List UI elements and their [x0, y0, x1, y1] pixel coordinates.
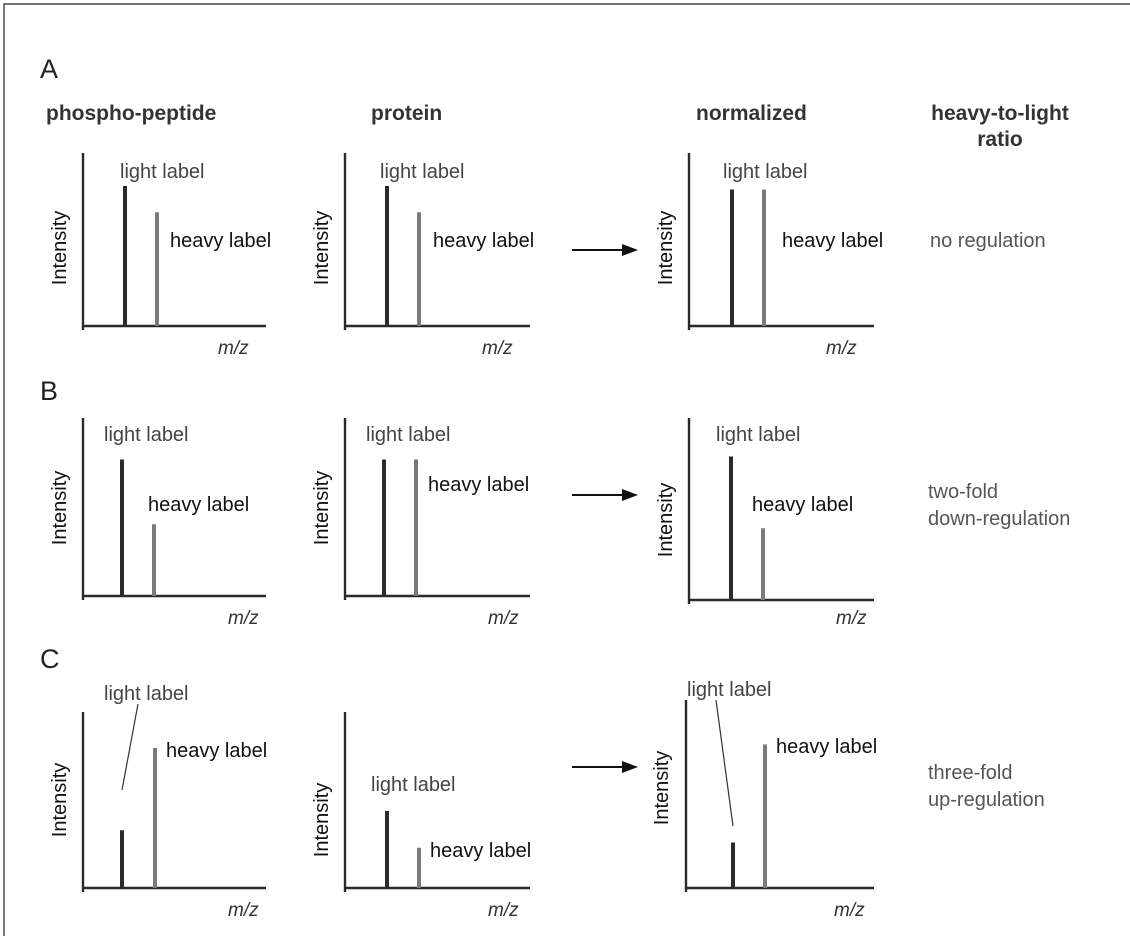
arrow-c	[572, 761, 638, 773]
figure-frame	[3, 3, 1130, 936]
plot-c-normalized: Intensity light label heavy label m/z	[651, 679, 877, 921]
heavy-label: heavy label	[170, 230, 271, 252]
axes	[81, 153, 266, 330]
y-axis-label: Intensity	[311, 471, 333, 545]
y-axis-label: Intensity	[655, 211, 677, 285]
header-protein: protein	[371, 102, 442, 125]
y-axis-label: Intensity	[49, 471, 71, 545]
x-axis-label: m/z	[826, 338, 857, 359]
axes	[343, 712, 530, 892]
plot-a-normalized: Intensity light label heavy label m/z	[655, 153, 883, 359]
result-c-line2: up-regulation	[928, 789, 1045, 811]
panel-c: C Intensity light label heavy label m/z …	[40, 644, 1045, 921]
light-label: light label	[687, 679, 772, 701]
header-phospho-peptide: phospho-peptide	[46, 102, 216, 125]
light-label: light label	[104, 424, 189, 446]
y-axis-label: Intensity	[311, 783, 333, 857]
heavy-label: heavy label	[428, 474, 529, 496]
panel-letter-c: C	[40, 644, 60, 674]
panel-letter-b: B	[40, 376, 58, 406]
light-label: light label	[380, 161, 465, 183]
heavy-label: heavy label	[776, 736, 877, 758]
y-axis-label: Intensity	[655, 483, 677, 557]
arrow-a	[572, 244, 638, 256]
header-ratio-line2: ratio	[977, 128, 1023, 151]
x-axis-label: m/z	[488, 900, 519, 921]
light-label: light label	[723, 161, 808, 183]
x-axis-label: m/z	[218, 338, 249, 359]
arrow-b	[572, 489, 638, 501]
panel-a: A Intensity light label heavy label m/z …	[40, 54, 1046, 359]
plot-c-protein: Intensity light label heavy label m/z	[311, 712, 531, 921]
heavy-label: heavy label	[752, 494, 853, 516]
heavy-label: heavy label	[433, 230, 534, 252]
result-b-line1: two-fold	[928, 481, 998, 503]
axes	[81, 418, 266, 600]
y-axis-label: Intensity	[651, 751, 673, 825]
result-c-line1: three-fold	[928, 762, 1013, 784]
heavy-label: heavy label	[166, 740, 267, 762]
plot-b-phospho-peptide: Intensity light label heavy label m/z	[49, 418, 266, 629]
y-axis-label: Intensity	[49, 211, 71, 285]
light-label: light label	[120, 161, 205, 183]
x-axis-label: m/z	[836, 608, 867, 629]
heavy-label: heavy label	[782, 230, 883, 252]
axes	[684, 700, 874, 892]
panel-letter-a: A	[40, 54, 58, 84]
x-axis-label: m/z	[834, 900, 865, 921]
light-label: light label	[716, 424, 801, 446]
heavy-label: heavy label	[148, 494, 249, 516]
panel-b: B Intensity light label heavy label m/z …	[40, 376, 1070, 629]
result-b-line2: down-regulation	[928, 508, 1070, 530]
header-normalized: normalized	[696, 102, 807, 125]
result-a-line1: no regulation	[930, 230, 1046, 252]
x-axis-label: m/z	[488, 608, 519, 629]
light-label: light label	[104, 683, 189, 705]
header-ratio-line1: heavy-to-light	[931, 102, 1069, 125]
axes	[687, 418, 874, 604]
axes	[687, 153, 874, 330]
plot-b-protein: Intensity light label heavy label m/z	[311, 418, 530, 629]
axes	[81, 712, 266, 892]
y-axis-label: Intensity	[49, 763, 71, 837]
y-axis-label: Intensity	[311, 211, 333, 285]
x-axis-label: m/z	[228, 900, 259, 921]
x-axis-label: m/z	[228, 608, 259, 629]
plot-b-normalized: Intensity light label heavy label m/z	[655, 418, 874, 629]
light-label: light label	[366, 424, 451, 446]
axes	[343, 153, 530, 330]
light-label: light label	[371, 774, 456, 796]
plot-a-phospho-peptide: Intensity light label heavy label m/z	[49, 153, 271, 359]
light-label-leader	[121, 703, 139, 791]
light-label-leader	[715, 699, 734, 827]
x-axis-label: m/z	[482, 338, 513, 359]
heavy-label: heavy label	[430, 840, 531, 862]
axes	[343, 418, 530, 600]
plot-a-protein: Intensity light label heavy label m/z	[311, 153, 534, 359]
plot-c-phospho-peptide: Intensity light label heavy label m/z	[49, 683, 267, 921]
